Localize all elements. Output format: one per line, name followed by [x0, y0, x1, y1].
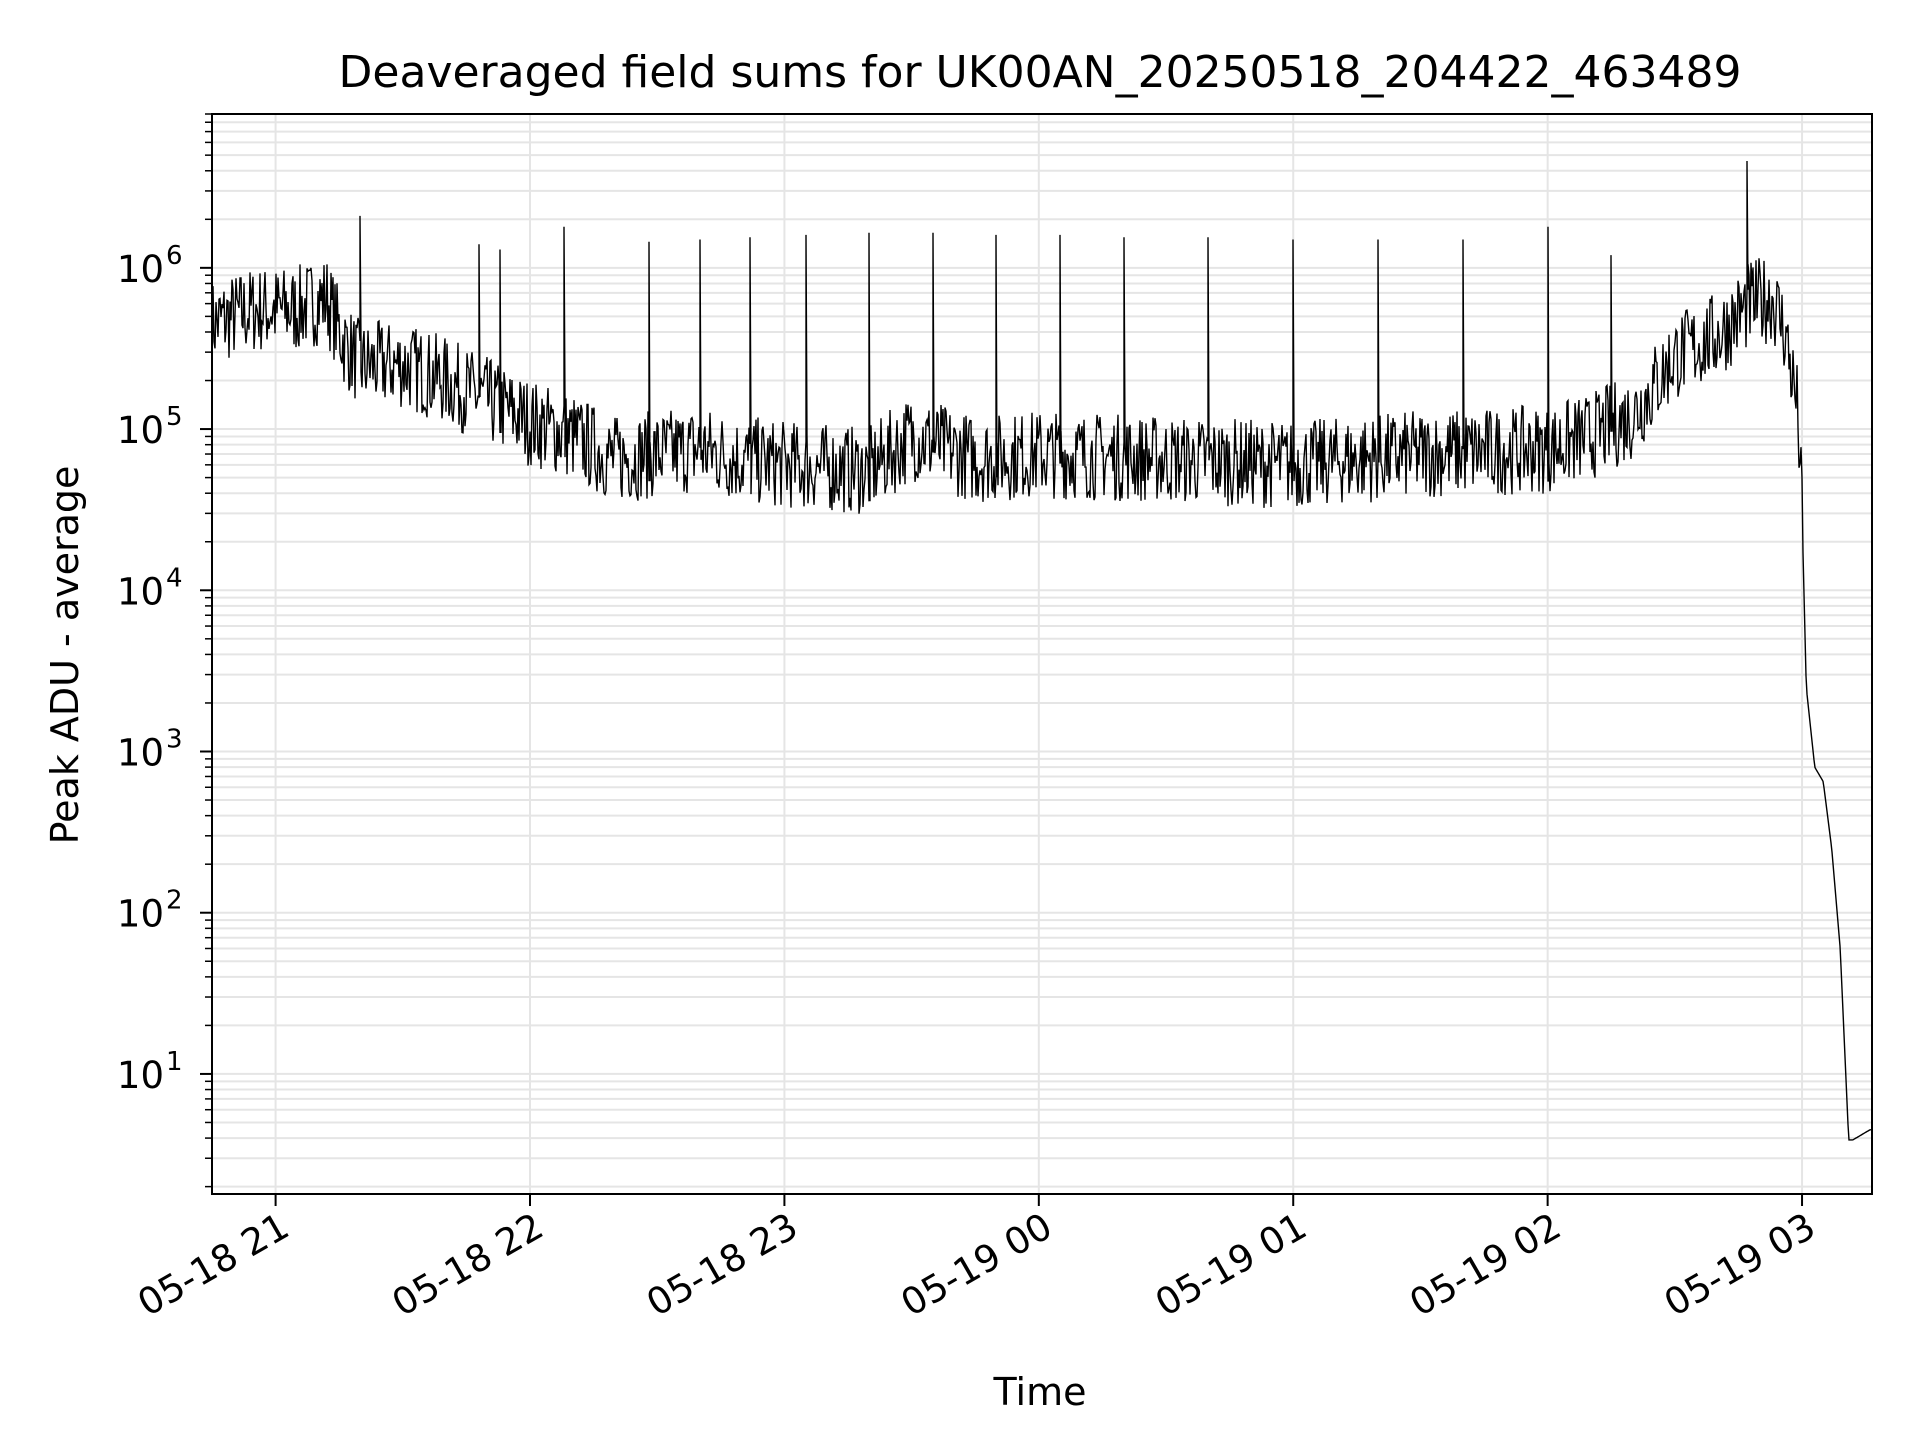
- x-axis-label: Time: [993, 1370, 1087, 1414]
- x-tick-label: 05-18 21: [131, 1205, 297, 1325]
- y-tick-label-base: 10: [117, 1054, 164, 1097]
- x-tick-label: 05-19 01: [1148, 1205, 1314, 1325]
- x-tick-label: 05-19 03: [1657, 1205, 1823, 1325]
- y-tick-label: 10 1: [117, 1047, 183, 1097]
- grid: [212, 113, 1872, 1194]
- x-tick-label: 05-18 22: [385, 1205, 551, 1325]
- y-tick-label-base: 10: [117, 731, 164, 774]
- y-tick-label: 10 3: [117, 724, 183, 774]
- y-tick-label-base: 10: [117, 893, 164, 936]
- y-tick-label-exponent: 6: [166, 241, 183, 271]
- x-tick-label: 05-19 02: [1403, 1205, 1569, 1325]
- y-tick-label-base: 10: [117, 248, 164, 291]
- y-tick-label-exponent: 3: [166, 724, 183, 754]
- y-tick-label-exponent: 1: [166, 1047, 183, 1077]
- y-tick-label: 10 2: [117, 886, 183, 936]
- y-tick-label: 10 6: [117, 241, 183, 291]
- y-tick-label-base: 10: [117, 409, 164, 452]
- x-tick-label: 05-18 23: [639, 1205, 805, 1325]
- y-tick-label-exponent: 4: [166, 563, 183, 593]
- y-tick-label: 10 5: [117, 402, 183, 452]
- plot-frame: [211, 113, 1873, 1195]
- chart-title: Deaveraged field sums for UK00AN_2025051…: [339, 47, 1742, 98]
- y-tick-label: 10 4: [117, 563, 183, 613]
- x-tick-label: 05-19 00: [894, 1205, 1060, 1325]
- y-tick-label-exponent: 2: [166, 886, 183, 916]
- series-line: [211, 160, 1872, 1141]
- axes: 05-18 21 05-18 22 05-18 23 05-19 00 05-19 01…: [117, 113, 1873, 1325]
- y-tick-label-exponent: 5: [166, 402, 183, 432]
- data-series: [211, 160, 1872, 1141]
- y-axis-label: Peak ADU - average: [43, 466, 87, 845]
- y-tick-label-base: 10: [117, 570, 164, 613]
